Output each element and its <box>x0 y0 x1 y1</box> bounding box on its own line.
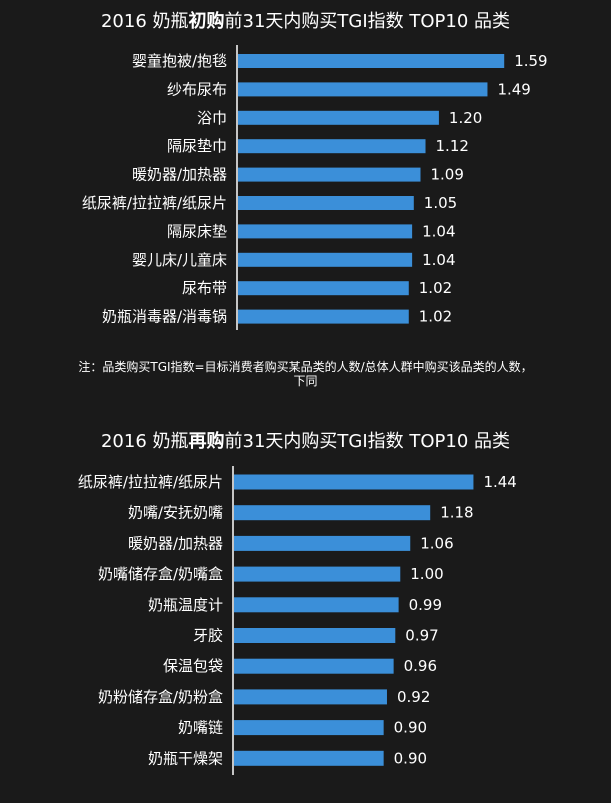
chart1-bar <box>238 54 505 68</box>
chart2-bar <box>234 474 474 490</box>
chart2-bar <box>234 750 384 766</box>
chart2-bar <box>234 658 394 674</box>
chart1-category-label: 婴童抱被/抱毯 <box>132 52 227 70</box>
chart2-category-label: 保温包袋 <box>163 657 223 675</box>
chart1-bar <box>238 252 413 267</box>
chart1-bar <box>238 224 413 239</box>
chart1-bar <box>238 110 439 125</box>
chart2-value-label: 1.00 <box>410 565 443 583</box>
chart1-value-label: 1.09 <box>430 166 463 184</box>
chart2-value-label: 0.96 <box>404 657 437 675</box>
chart2-value-label: 1.44 <box>483 473 516 491</box>
chart2-bar <box>234 720 384 736</box>
chart1-value-label: 1.12 <box>436 137 469 155</box>
chart2-category-label: 纸尿裤/拉拉裤/纸尿片 <box>78 473 223 491</box>
chart2-category-label: 奶瓶干燥架 <box>148 749 223 767</box>
chart2-title-pre: 2016 奶瓶 <box>100 431 189 452</box>
chart2-category-label: 暖奶器/加热器 <box>128 534 223 552</box>
chart2-bar <box>234 597 399 613</box>
chart1-category-label: 尿布带 <box>182 279 227 297</box>
chart1-value-label: 1.02 <box>419 308 452 326</box>
chart1-category-label: 奶瓶消毒器/消毒锅 <box>102 308 227 326</box>
footnote-line1: 注：品类购买TGI指数=目标消费者购买某品类的人数/总体人群中购买该品类的人数， <box>78 360 533 374</box>
chart2-category-label: 奶嘴/安抚奶嘴 <box>128 504 223 522</box>
chart2-title-bold: 再购 <box>188 431 225 452</box>
chart1-category-label: 婴儿床/儿童床 <box>132 251 227 269</box>
chart1-value-label: 1.20 <box>449 109 482 127</box>
chart1-value-label: 1.04 <box>422 222 455 240</box>
chart2-bar <box>234 535 411 551</box>
chart1-bar <box>238 139 426 154</box>
chart2-value-label: 0.92 <box>397 688 430 706</box>
chart1-category-label: 隔尿垫巾 <box>167 137 227 155</box>
chart1-bar <box>238 196 414 210</box>
chart2-category-label: 牙胶 <box>193 627 223 645</box>
chart2-value-label: 0.90 <box>394 749 427 767</box>
chart2-category-label: 奶嘴储存盒/奶嘴盒 <box>98 565 223 583</box>
chart1-category-label: 纸尿裤/拉拉裤/纸尿片 <box>82 194 227 212</box>
chart1-title-bold: 初购 <box>188 11 225 32</box>
chart1-bar <box>238 309 409 324</box>
chart2-category-label: 奶嘴链 <box>178 719 223 737</box>
chart1-category-label: 隔尿床垫 <box>167 222 227 240</box>
chart1-value-label: 1.05 <box>424 194 457 212</box>
chart1-category-label: 浴巾 <box>197 109 227 127</box>
chart1-title-post: 前31天内购买TGI指数 TOP10 品类 <box>224 11 511 32</box>
chart1-category-label: 暖奶器/加热器 <box>132 166 227 184</box>
chart1-value-label: 1.02 <box>419 279 452 297</box>
chart1-bar <box>238 167 421 182</box>
chart1-value-label: 1.49 <box>497 80 530 98</box>
chart1-bar <box>238 281 409 296</box>
chart1-bar <box>238 82 488 97</box>
chart2-title-post: 前31天内购买TGI指数 TOP10 品类 <box>224 431 511 452</box>
chart2-value-label: 1.18 <box>440 504 473 522</box>
chart1-value-label: 1.59 <box>514 52 547 70</box>
chart2-bar <box>234 566 401 582</box>
chart1-value-label: 1.04 <box>422 251 455 269</box>
chart1-title: 2016 奶瓶初购前31天内购买TGI指数 TOP10 品类 <box>0 7 611 33</box>
chart1-title-pre: 2016 奶瓶 <box>100 11 189 32</box>
chart2-category-label: 奶粉储存盒/奶粉盒 <box>98 688 223 706</box>
chart2-title: 2016 奶瓶再购前31天内购买TGI指数 TOP10 品类 <box>0 427 611 453</box>
chart1-category-label: 纱布尿布 <box>167 80 227 98</box>
chart2-category-label: 奶瓶温度计 <box>148 596 223 614</box>
chart2-value-label: 1.06 <box>420 534 453 552</box>
footnote: 注：品类购买TGI指数=目标消费者购买某品类的人数/总体人群中购买该品类的人数，… <box>0 360 611 388</box>
chart2-value-label: 0.97 <box>405 627 438 645</box>
chart2-bar <box>234 689 387 705</box>
footnote-line2: 下同 <box>293 374 318 388</box>
chart2-value-label: 0.99 <box>409 596 442 614</box>
chart2-bar <box>234 505 431 521</box>
chart2-value-label: 0.90 <box>394 719 427 737</box>
chart2-bar <box>234 628 396 643</box>
